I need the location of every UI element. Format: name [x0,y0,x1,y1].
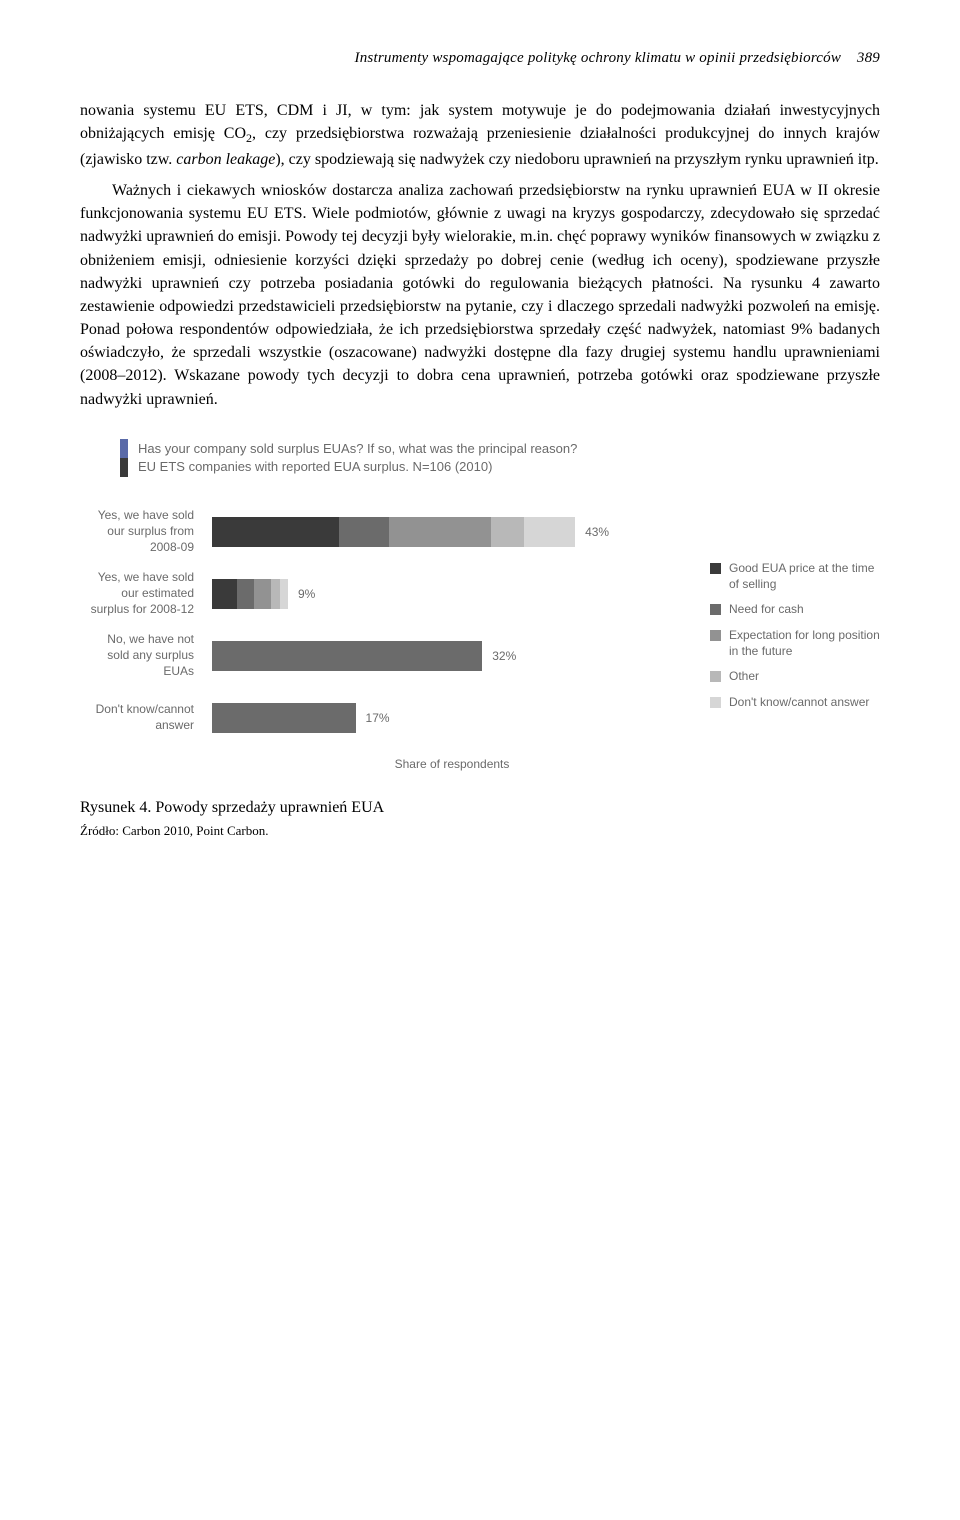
chart-category-label: Yes, we have sold our estimated surplus … [84,563,194,625]
chart-plot-area: 43% 9% 32% 17% Share of respondents [212,501,692,771]
chart-bar-segment [212,579,237,609]
chart-figure: Has your company sold surplus EUAs? If s… [80,439,880,771]
chart-bar-segment [237,579,254,609]
legend-item: Expectation for long position in the fut… [710,628,880,659]
chart-bar-segment [212,517,339,547]
chart-title-block: Has your company sold surplus EUAs? If s… [80,439,880,477]
chart-title-text: Has your company sold surplus EUAs? If s… [138,440,577,476]
chart-bar-value: 32% [492,649,516,663]
legend-swatch [710,697,721,708]
chart-bar-segment [271,579,279,609]
chart-x-axis-label: Share of respondents [212,757,692,771]
legend-item: Need for cash [710,602,880,618]
chart-bar [212,579,288,609]
chart-bar-value: 9% [298,587,315,601]
figure-caption: Rysunek 4. Powody sprzedaży uprawnień EU… [80,799,880,817]
legend-swatch [710,630,721,641]
chart-legend: Good EUA price at the time of selling Nee… [710,501,880,771]
legend-label: Need for cash [729,602,804,618]
chart-category-label: No, we have not sold any surplus EUAs [84,625,194,687]
chart-title-line2: EU ETS companies with reported EUA surpl… [138,458,577,476]
legend-label: Don't know/cannot answer [729,695,869,711]
chart-bar [212,641,482,671]
paragraph-1: nowania systemu EU ETS, CDM i JI, w tym:… [80,99,880,171]
running-header: Instrumenty wspomagające politykę ochron… [80,50,880,67]
chart-bar-segment [212,703,356,733]
legend-swatch [710,671,721,682]
legend-item: Good EUA price at the time of selling [710,561,880,592]
chart-bar-segment [254,579,271,609]
chart-y-labels: Yes, we have sold our surplus from 2008-… [84,501,194,771]
chart-bar [212,703,356,733]
chart-bar-value: 17% [366,711,390,725]
chart-bar-row: 43% [212,501,692,563]
chart-bar-row: 9% [212,563,692,625]
chart-bar [212,517,575,547]
chart-title-line1: Has your company sold surplus EUAs? If s… [138,440,577,458]
chart-bar-segment [524,517,575,547]
chart-bar-segment [280,579,288,609]
paragraph-2: Ważnych i ciekawych wniosków dostarcza a… [80,179,880,411]
p1-italic: carbon leakage [176,151,275,168]
page-number: 389 [857,50,880,66]
chart-bar-value: 43% [585,525,609,539]
legend-item: Other [710,669,880,685]
chart-bar-segment [339,517,390,547]
legend-item: Don't know/cannot answer [710,695,880,711]
chart-title-mark [120,439,128,477]
p1-text-c: ), czy spodziewają się nadwyżek czy nied… [275,151,878,168]
legend-swatch [710,604,721,615]
chart-bar-row: 17% [212,687,692,749]
legend-label: Other [729,669,759,685]
chart-bar-row: 32% [212,625,692,687]
chart-bar-segment [389,517,490,547]
legend-label: Good EUA price at the time of selling [729,561,880,592]
legend-swatch [710,563,721,574]
chart-bar-segment [212,641,482,671]
chart-body: Yes, we have sold our surplus from 2008-… [80,501,880,771]
figure-source: Źródło: Carbon 2010, Point Carbon. [80,823,880,839]
chart-bar-segment [491,517,525,547]
running-title: Instrumenty wspomagające politykę ochron… [355,50,842,66]
chart-category-label: Yes, we have sold our surplus from 2008-… [84,501,194,563]
legend-label: Expectation for long position in the fut… [729,628,880,659]
chart-category-label: Don't know/cannot answer [84,687,194,749]
